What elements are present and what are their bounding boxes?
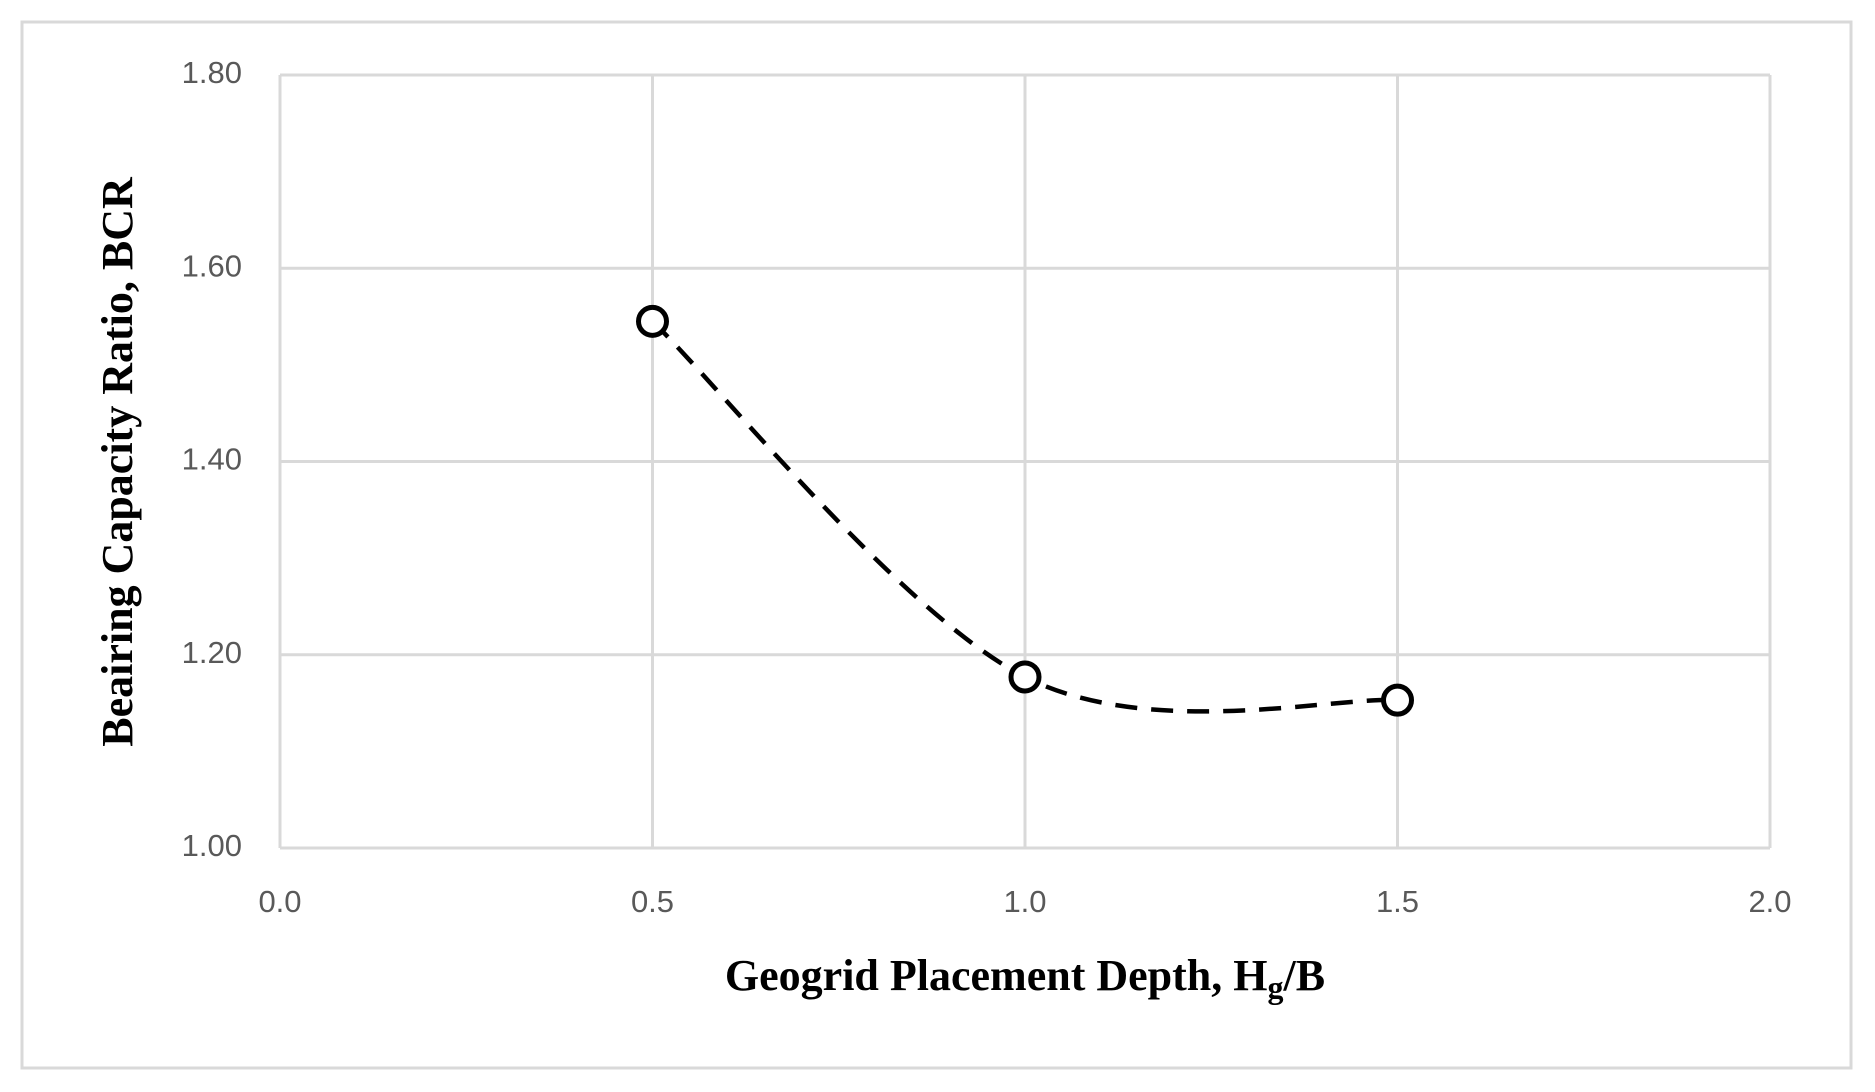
y-tick-label: 1.00: [182, 828, 242, 863]
x-tick-label: 0.0: [258, 884, 301, 919]
x-label-subscript: g: [1268, 969, 1284, 1005]
y-tick-label: 1.80: [182, 55, 242, 90]
x-axis-label: Geogrid Placement Depth, Hg/B: [725, 951, 1325, 1005]
y-tick-label: 1.40: [182, 442, 242, 477]
x-tick-label: 0.5: [631, 884, 674, 919]
y-tick-label: 1.20: [182, 635, 242, 670]
x-label-part: Geogrid Placement Depth, H: [725, 951, 1268, 1000]
chart-border: [20, 20, 1853, 1070]
data-point: [1381, 683, 1414, 717]
x-label-part: /B: [1283, 951, 1326, 1000]
x-tick-label: 1.5: [1376, 884, 1419, 919]
data-point: [1008, 660, 1042, 694]
x-tick-label: 1.0: [1003, 884, 1046, 919]
y-tick-label: 1.60: [182, 248, 242, 283]
data-point: [636, 304, 669, 338]
x-tick-label: 2.0: [1748, 884, 1791, 919]
y-axis-label: Beairing Capacity Ratio, BCR: [93, 176, 142, 747]
